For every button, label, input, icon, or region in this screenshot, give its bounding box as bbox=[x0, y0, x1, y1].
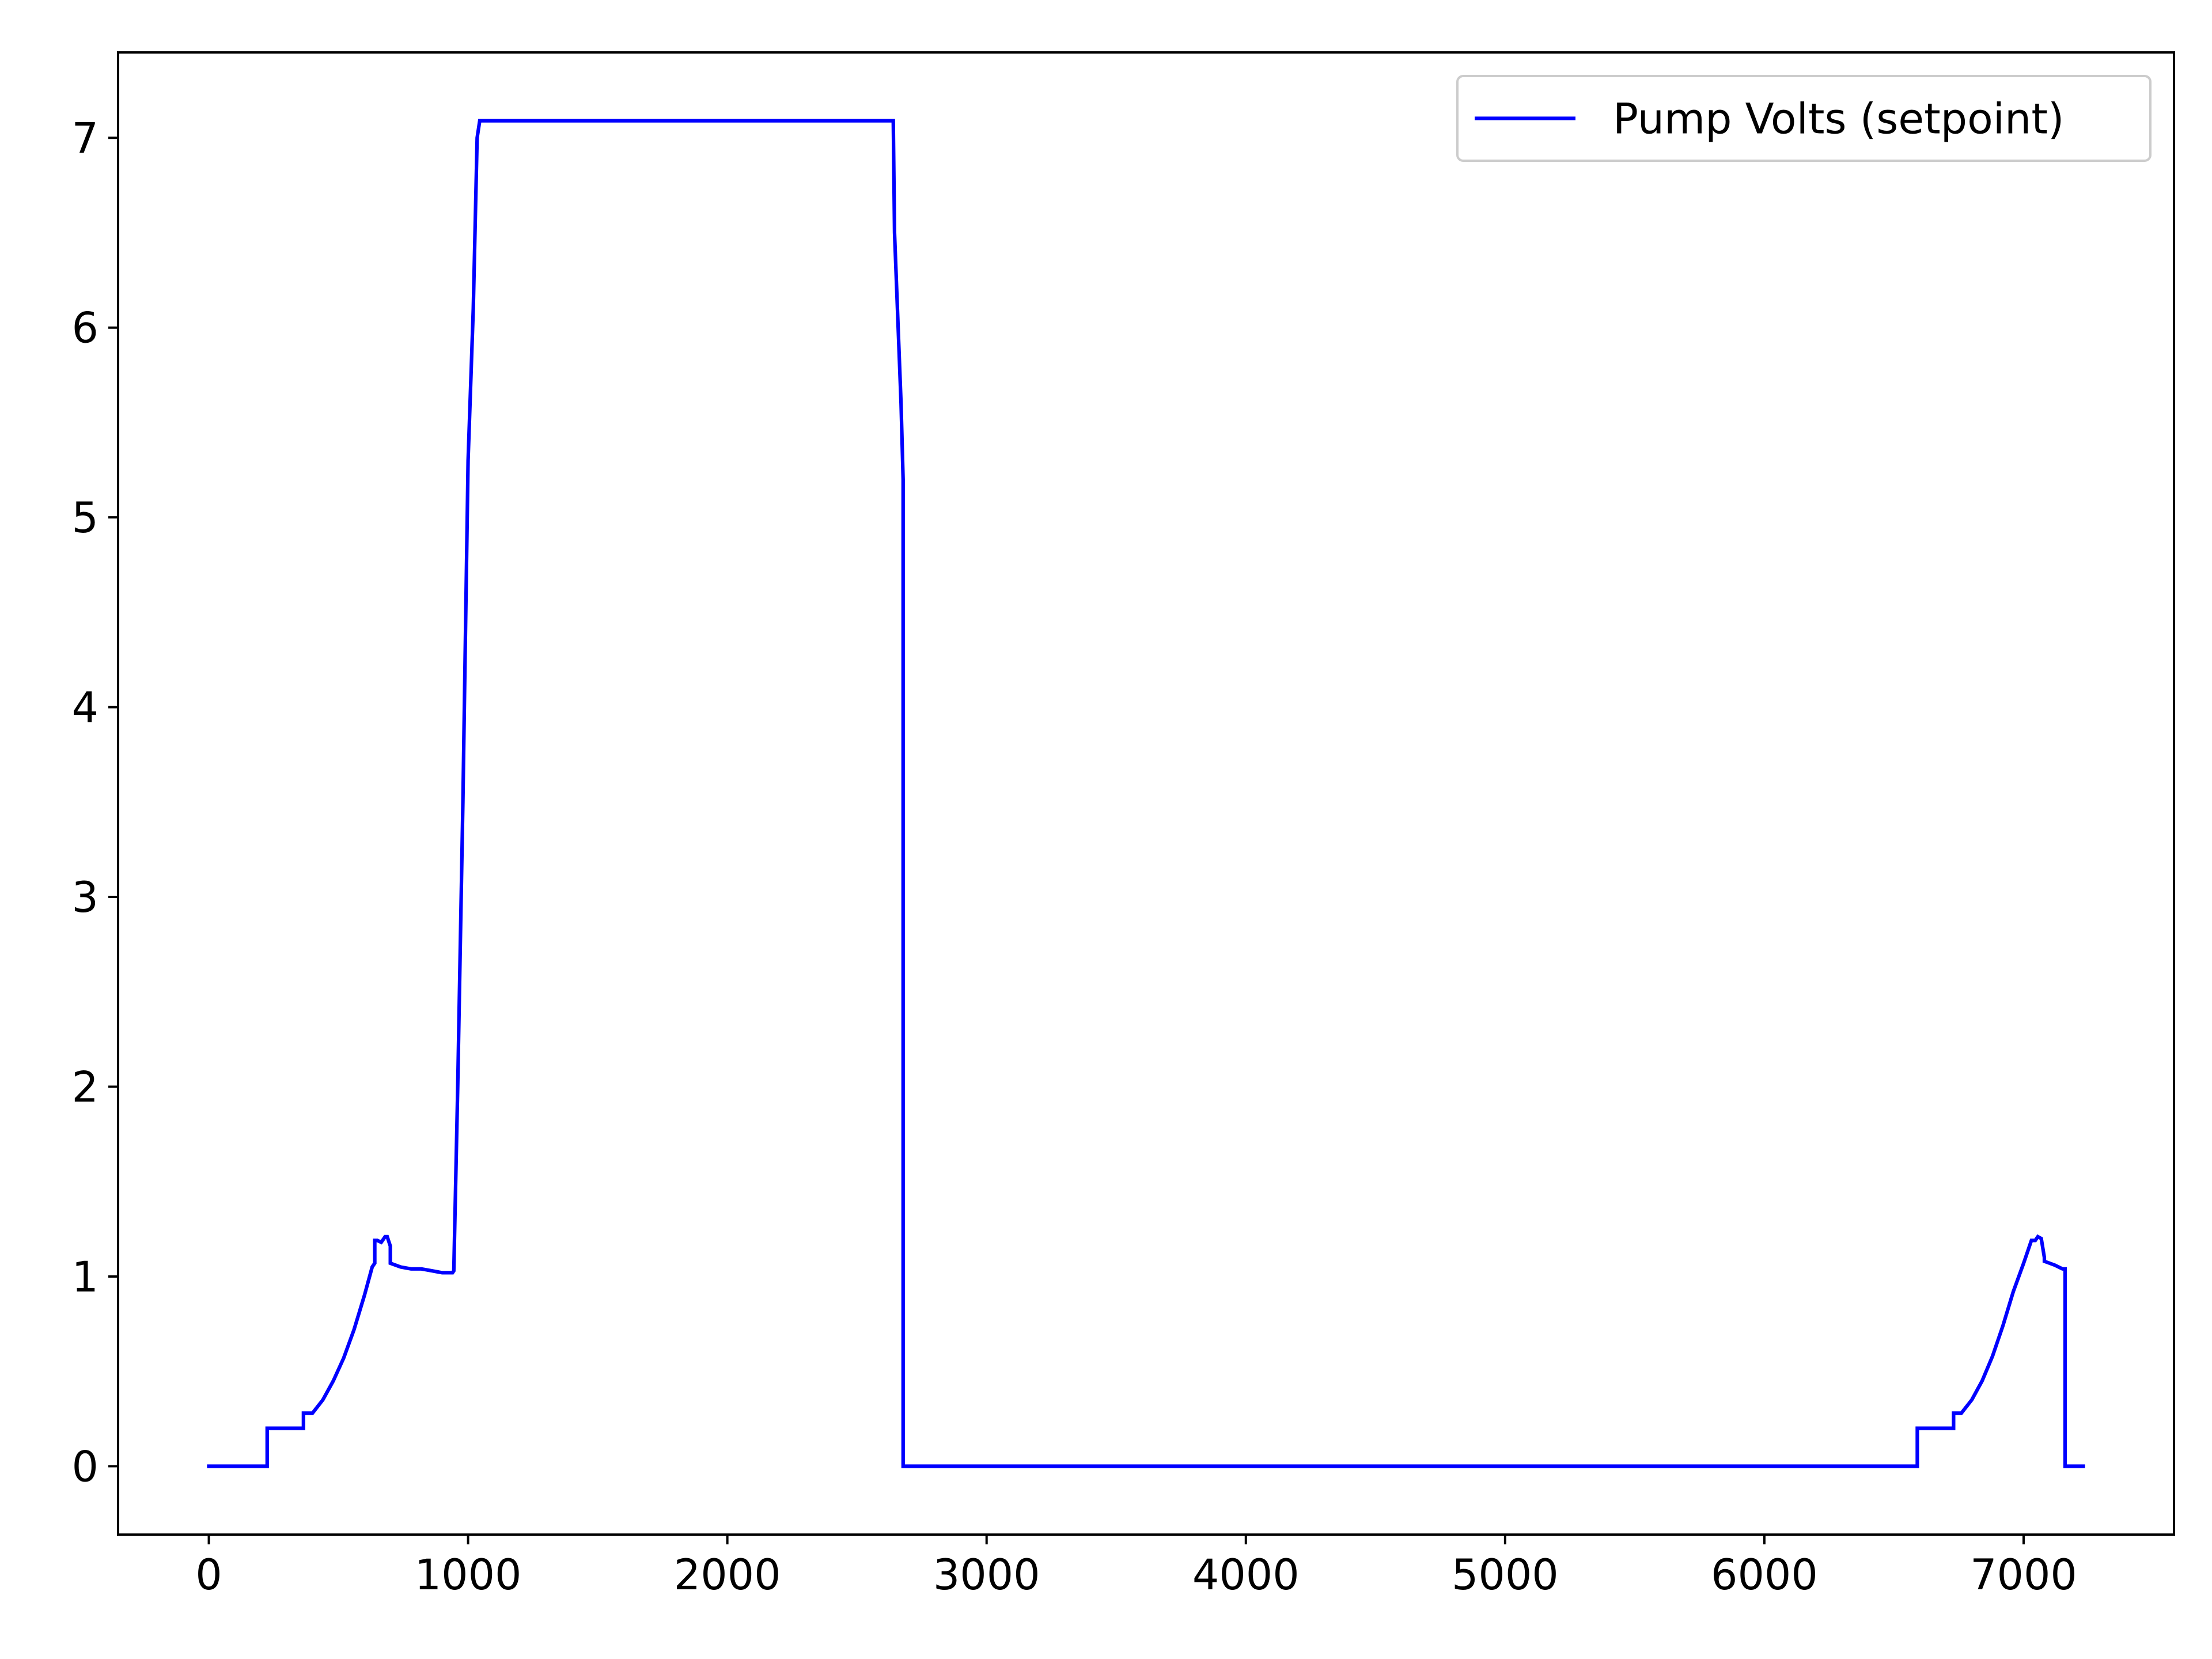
x-axis-ticks: 0 1000 2000 3000 4000 5000 6000 7000 bbox=[195, 1535, 2077, 1600]
x-tick-label: 6000 bbox=[1711, 1551, 1818, 1600]
y-tick-label: 5 bbox=[72, 494, 99, 543]
legend-box bbox=[1456, 75, 2152, 162]
legend-label: Pump Volts (setpoint) bbox=[1613, 95, 2064, 144]
series-layer bbox=[207, 119, 2085, 1468]
x-tick-label: 0 bbox=[195, 1551, 222, 1600]
x-tick-label: 2000 bbox=[674, 1551, 781, 1600]
y-tick-label: 3 bbox=[72, 873, 99, 922]
y-axis-ticks: 0 1 2 3 4 5 6 7 bbox=[72, 114, 118, 1491]
plot-area-frame bbox=[117, 51, 2175, 1536]
y-tick-label: 1 bbox=[72, 1253, 99, 1302]
x-tick-label: 7000 bbox=[1970, 1551, 2077, 1600]
x-tick-label: 3000 bbox=[933, 1551, 1040, 1600]
y-tick-label: 7 bbox=[72, 114, 99, 163]
x-tick-label: 1000 bbox=[415, 1551, 522, 1600]
y-tick-label: 0 bbox=[72, 1442, 99, 1491]
x-tick-label: 4000 bbox=[1192, 1551, 1300, 1600]
y-tick-label: 6 bbox=[72, 304, 99, 353]
y-tick-label: 2 bbox=[72, 1063, 99, 1112]
series-line bbox=[207, 119, 2085, 1468]
x-tick-label: 5000 bbox=[1452, 1551, 1559, 1600]
y-tick-label: 4 bbox=[72, 684, 99, 733]
legend: Pump Volts (setpoint) bbox=[1456, 75, 2152, 162]
